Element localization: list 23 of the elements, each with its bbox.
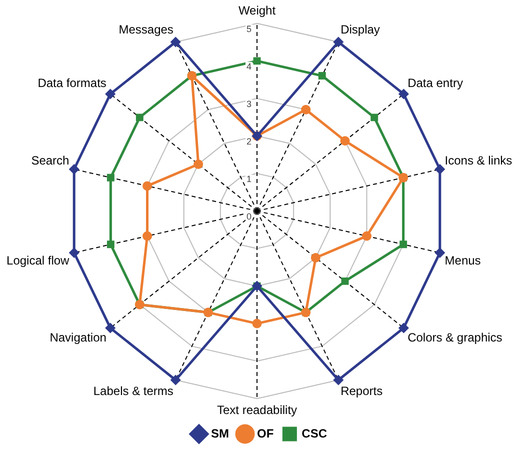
spoke-label: Logical flow bbox=[6, 253, 70, 268]
spoke-label: Search bbox=[31, 153, 70, 168]
spoke-label: Menus bbox=[444, 253, 481, 268]
legend-label: OF bbox=[257, 426, 274, 440]
spoke-label: Messages bbox=[118, 22, 174, 37]
y-tick-label: 3 bbox=[246, 98, 252, 109]
spoke-label: Colors & graphics bbox=[408, 330, 502, 345]
spoke-label: Weight bbox=[238, 4, 276, 18]
y-tick-label: 1 bbox=[246, 174, 252, 184]
y-tick-label: 4 bbox=[246, 61, 252, 72]
spoke-label: Text readability bbox=[216, 403, 298, 418]
y-tick-label: 2 bbox=[246, 136, 252, 146]
spoke-label: Labels & terms bbox=[93, 384, 174, 398]
spoke-label: Data formats bbox=[38, 76, 106, 90]
spoke-label: Navigation bbox=[50, 330, 106, 345]
y-tick-label: 5 bbox=[246, 24, 252, 34]
spoke-label: Display bbox=[340, 22, 380, 37]
y-tick-label: 0 bbox=[246, 211, 252, 222]
legend-label: SM bbox=[211, 426, 230, 440]
spoke-label: Icons & links bbox=[444, 153, 512, 168]
legend-label: CSC bbox=[302, 426, 328, 440]
spoke-label: Reports bbox=[340, 384, 383, 398]
spoke-label: Data entry bbox=[408, 76, 463, 90]
